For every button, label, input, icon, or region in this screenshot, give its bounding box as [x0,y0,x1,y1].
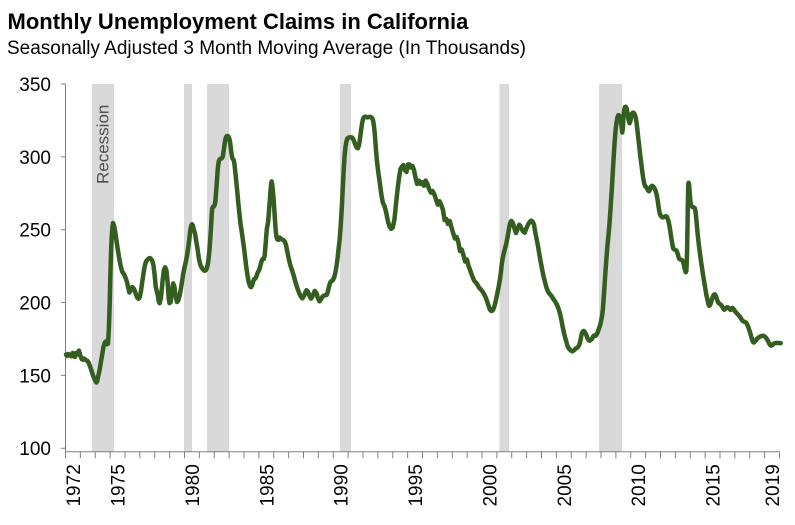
svg-text:350: 350 [19,75,51,96]
svg-text:2019: 2019 [763,464,784,506]
svg-text:2000: 2000 [480,464,501,506]
svg-text:1995: 1995 [406,464,427,506]
svg-text:1985: 1985 [257,464,278,506]
svg-text:2010: 2010 [629,464,650,506]
svg-text:Recession: Recession [94,105,113,184]
svg-text:1980: 1980 [183,464,204,506]
svg-text:250: 250 [19,221,51,242]
svg-text:300: 300 [19,148,51,169]
svg-text:1975: 1975 [109,464,130,506]
svg-text:2005: 2005 [555,464,576,506]
svg-text:150: 150 [19,366,51,387]
svg-text:100: 100 [19,439,51,460]
svg-text:1972: 1972 [64,464,85,506]
svg-text:200: 200 [19,294,51,315]
svg-text:2015: 2015 [704,464,725,506]
svg-text:1990: 1990 [332,464,353,506]
